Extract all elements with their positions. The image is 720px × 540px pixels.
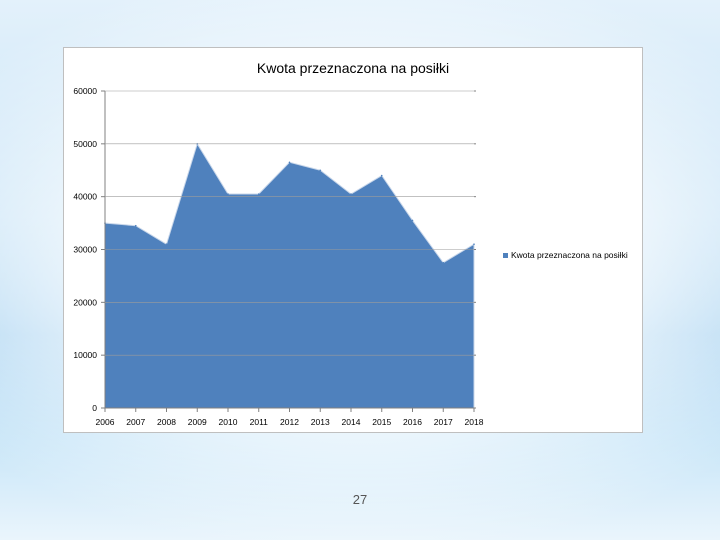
y-tick-label-50000: 50000 xyxy=(73,139,97,149)
x-tick-label-2018: 2018 xyxy=(465,417,484,427)
x-tick-label-2011: 2011 xyxy=(250,417,269,427)
data-point-2008 xyxy=(165,243,168,246)
x-tick-label-2010: 2010 xyxy=(219,417,238,427)
x-tick-label-2012: 2012 xyxy=(280,417,299,427)
legend-label-0: Kwota przeznaczona na posiłki xyxy=(511,250,628,260)
page-number: 27 xyxy=(352,492,368,507)
y-tick-label-10000: 10000 xyxy=(73,350,97,360)
y-tick-label-40000: 40000 xyxy=(73,192,97,202)
data-point-2018 xyxy=(473,243,475,246)
x-tick-label-2013: 2013 xyxy=(311,417,330,427)
x-tick-label-2009: 2009 xyxy=(188,417,207,427)
data-point-2010 xyxy=(227,193,229,195)
data-point-2012 xyxy=(288,161,291,164)
legend-swatch-0 xyxy=(503,253,508,258)
x-tick-label-2014: 2014 xyxy=(342,417,361,427)
x-tick-label-2016: 2016 xyxy=(403,417,422,427)
data-point-2016 xyxy=(411,219,414,222)
x-tick-label-2017: 2017 xyxy=(434,417,453,427)
chart-title: Kwota przeznaczona na posiłki xyxy=(257,60,449,76)
data-point-2007 xyxy=(134,224,137,227)
y-tick-label-0: 0 xyxy=(92,403,97,413)
data-point-2013 xyxy=(319,169,322,172)
x-tick-label-2008: 2008 xyxy=(157,417,176,427)
data-point-2014 xyxy=(350,193,352,195)
x-tick-label-2007: 2007 xyxy=(126,417,145,427)
series-area-0 xyxy=(104,142,475,409)
x-tick-label-2006: 2006 xyxy=(96,417,115,427)
y-tick-label-30000: 30000 xyxy=(73,245,97,255)
y-tick-label-60000: 60000 xyxy=(73,86,97,96)
data-point-2017 xyxy=(442,261,445,264)
data-point-2015 xyxy=(380,174,383,177)
y-tick-label-20000: 20000 xyxy=(73,297,97,307)
x-tick-label-2015: 2015 xyxy=(372,417,391,427)
data-point-2011 xyxy=(257,193,260,195)
